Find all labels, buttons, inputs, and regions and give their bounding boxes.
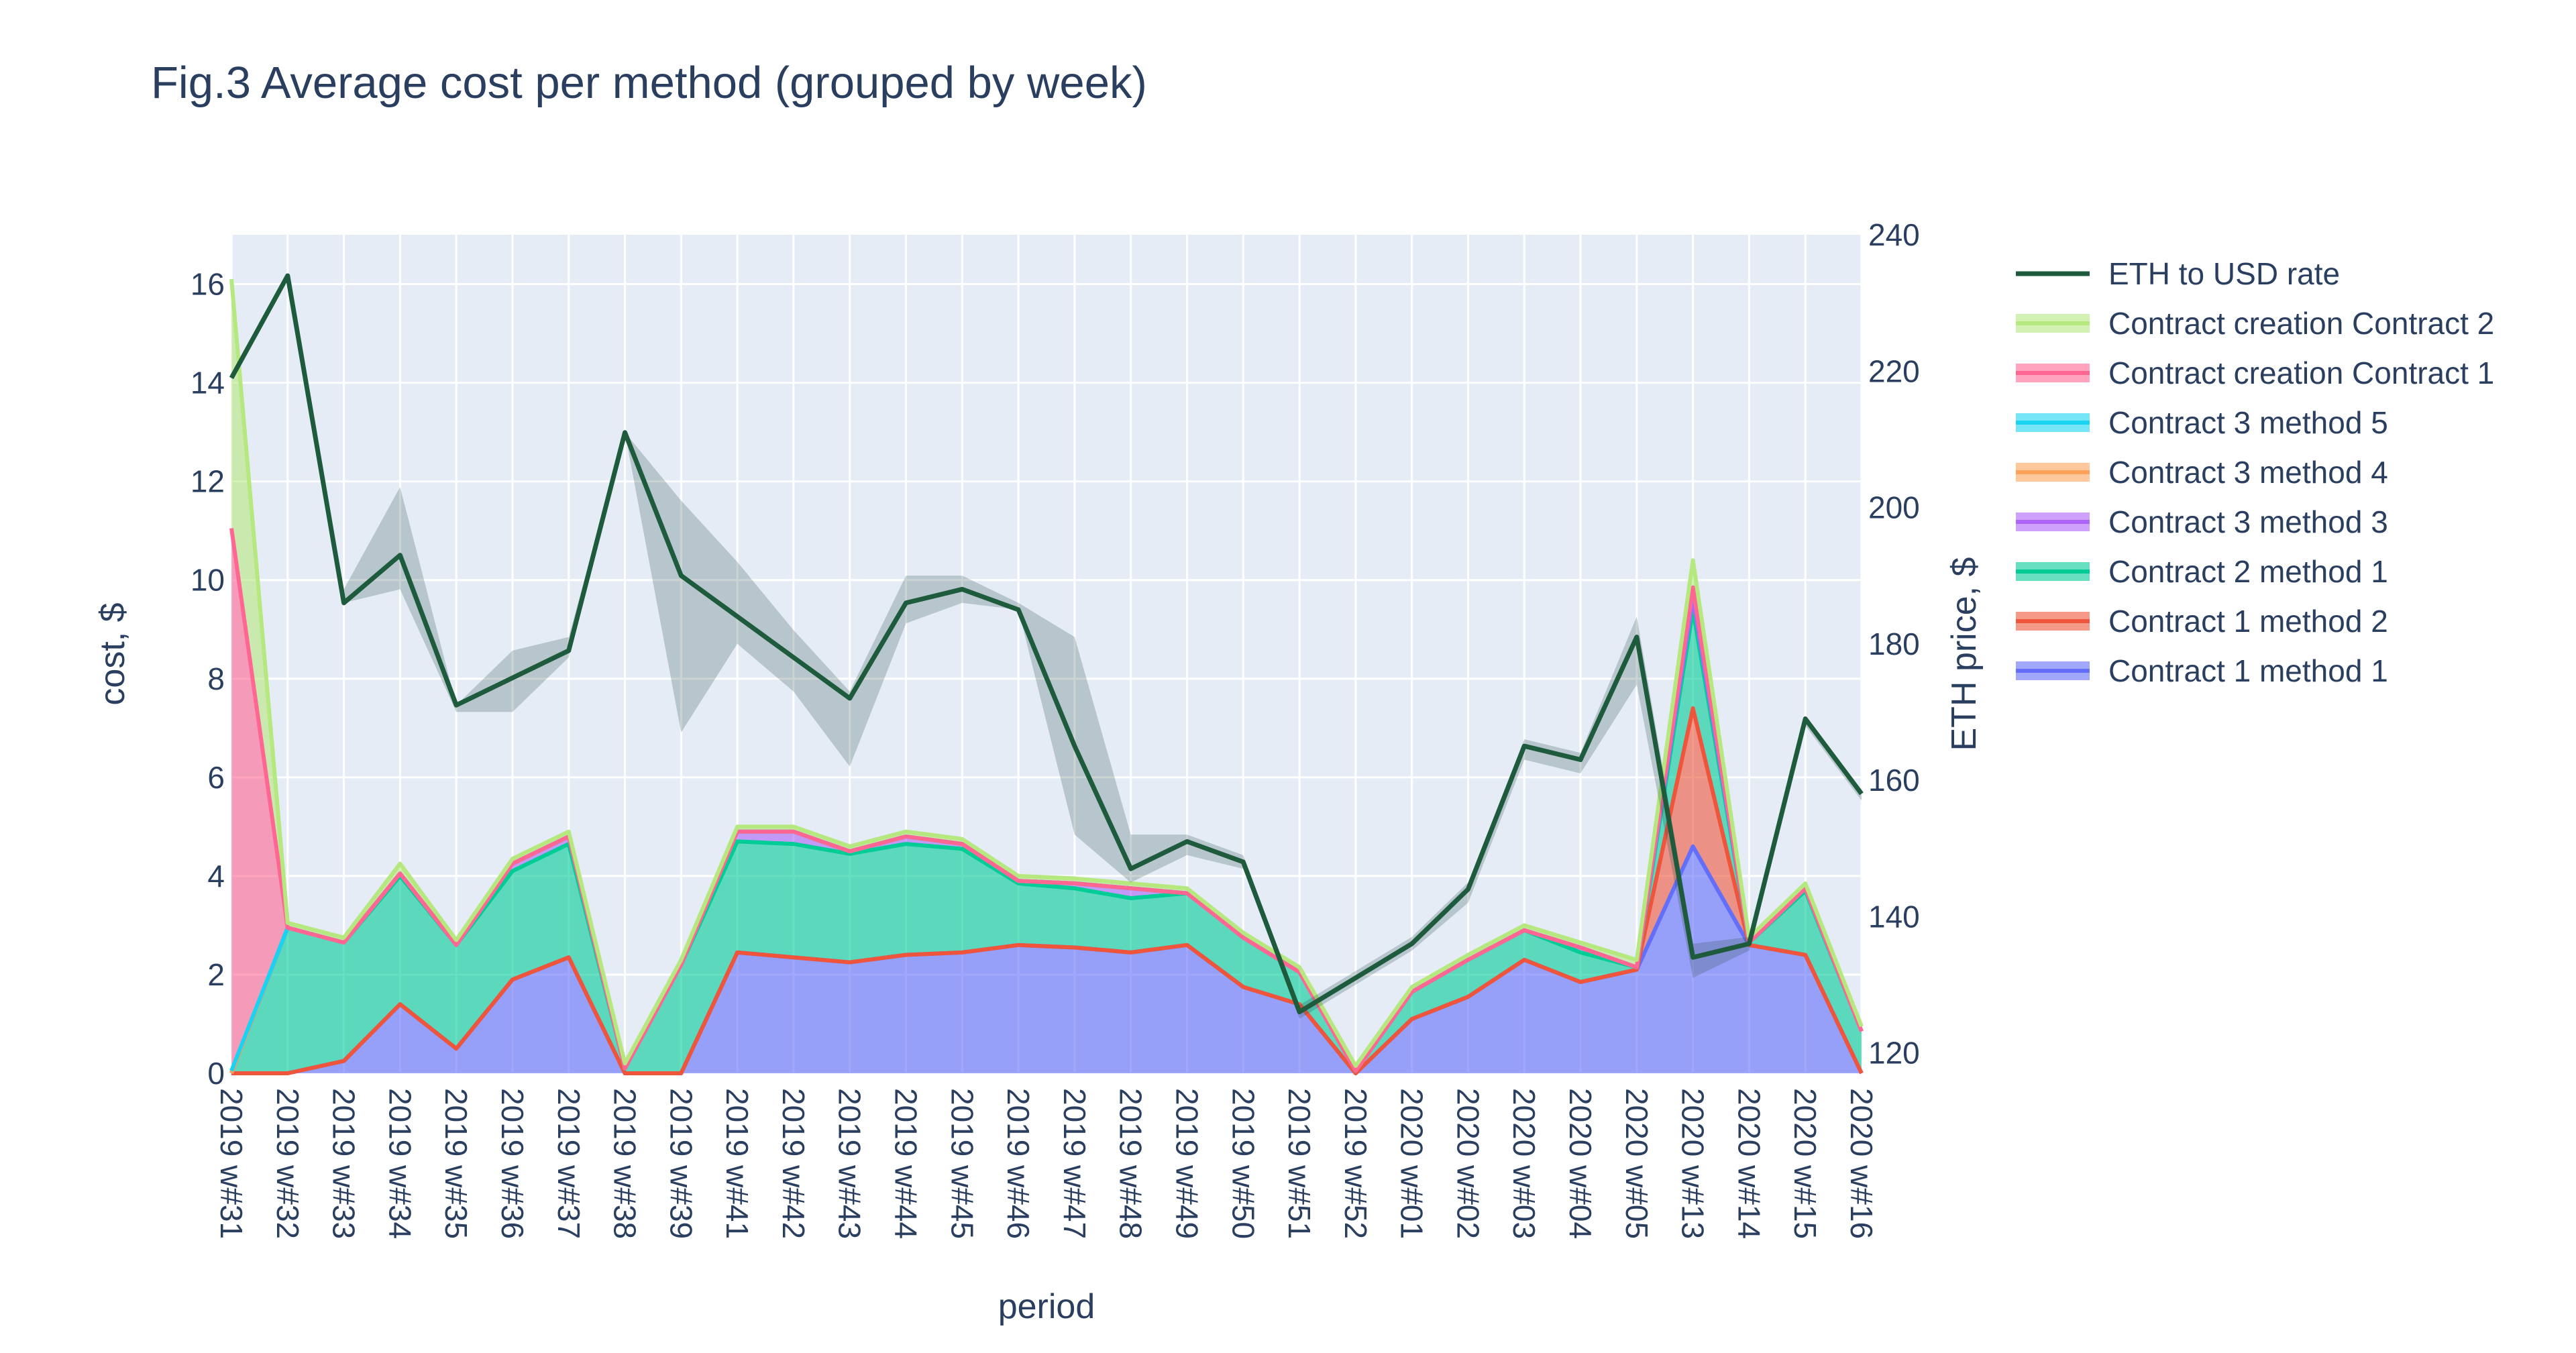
y-axis-ticks: 0 2 4 6 8 10 12 14 16 (191, 267, 225, 1091)
eth-usd-line (229, 273, 1864, 1015)
x-tick-label: 2019 w#45 (945, 1088, 979, 1239)
y-tick-label: 16 (191, 267, 225, 302)
x-tick-label: 2019 w#50 (1226, 1088, 1260, 1239)
y2-tick-label: 120 (1868, 1036, 1920, 1071)
area-contract-1-method-1 (231, 846, 1862, 1073)
x-tick-label: 2020 w#01 (1395, 1088, 1430, 1239)
x-tick-label: 2019 w#32 (270, 1088, 305, 1239)
x-tick-label: 2020 w#05 (1619, 1088, 1654, 1239)
edge-contract-creation-contract-1 (229, 528, 1864, 1073)
area-contract-2-method-1 (231, 609, 1862, 1073)
legend-label: Contract 3 method 5 (2108, 405, 2388, 440)
x-tick-label: 2019 w#41 (720, 1088, 755, 1239)
edge-contract-creation-contract-2 (229, 278, 1864, 1068)
x-tick-label: 2019 w#51 (1282, 1088, 1317, 1239)
x-tick-label: 2019 w#44 (889, 1088, 924, 1239)
x-tick-label: 2020 w#16 (1844, 1088, 1879, 1239)
stacked-areas (229, 278, 1864, 1075)
legend-label: ETH to USD rate (2108, 256, 2340, 291)
legend-label: Contract 3 method 4 (2108, 455, 2388, 490)
x-tick-label: 2019 w#36 (495, 1088, 530, 1239)
y2-tick-label: 180 (1868, 627, 1920, 661)
chart-title: Fig.3 Average cost per method (grouped b… (151, 58, 1147, 108)
legend: ETH to USD rate Contract creation Contrac… (2016, 256, 2494, 688)
eth-line-layer (229, 273, 1864, 1019)
x-tick-label: 2019 w#39 (663, 1088, 698, 1239)
y-tick-label: 12 (191, 464, 225, 499)
x-axis-label: period (998, 1287, 1095, 1326)
x-tick-label: 2019 w#46 (1001, 1088, 1036, 1239)
legend-label: Contract 1 method 1 (2108, 653, 2388, 688)
x-tick-label: 2020 w#04 (1563, 1088, 1598, 1239)
x-tick-label: 2020 w#03 (1507, 1088, 1542, 1239)
x-tick-label: 2020 w#13 (1676, 1088, 1711, 1239)
y2-axis-label: ETH price, $ (1945, 557, 1984, 751)
y-tick-label: 4 (207, 859, 225, 894)
x-tick-label: 2019 w#52 (1338, 1088, 1373, 1239)
y-tick-label: 2 (207, 957, 225, 992)
legend-label: Contract 1 method 2 (2108, 604, 2388, 639)
y-axis-label: cost, $ (93, 602, 132, 705)
y2-tick-label: 140 (1868, 899, 1920, 934)
x-tick-label: 2020 w#14 (1731, 1088, 1766, 1239)
x-tick-label: 2020 w#15 (1788, 1088, 1823, 1239)
x-tick-label: 2019 w#43 (833, 1088, 867, 1239)
x-tick-label: 2019 w#47 (1057, 1088, 1092, 1239)
y2-tick-label: 200 (1868, 490, 1920, 525)
legend-label: Contract 2 method 1 (2108, 554, 2388, 589)
legend-label: Contract creation Contract 2 (2108, 306, 2494, 341)
eth-price-band (231, 275, 1862, 1019)
x-tick-label: 2019 w#37 (551, 1088, 586, 1239)
x-tick-label: 2019 w#35 (439, 1088, 474, 1239)
x-tick-label: 2019 w#34 (382, 1088, 417, 1239)
x-tick-label: 2020 w#02 (1450, 1088, 1485, 1239)
y2-tick-label: 220 (1868, 354, 1920, 388)
legend-label: Contract creation Contract 1 (2108, 356, 2494, 390)
y2-tick-label: 160 (1868, 763, 1920, 798)
y-tick-label: 0 (207, 1056, 225, 1091)
x-tick-label: 2019 w#33 (327, 1088, 362, 1239)
x-tick-label: 2019 w#49 (1169, 1088, 1204, 1239)
y-tick-label: 14 (191, 366, 225, 400)
y-tick-label: 10 (191, 563, 225, 598)
y2-axis-ticks: 120 140 160 180 200 220 240 (1868, 217, 1920, 1071)
y2-tick-label: 240 (1868, 217, 1920, 252)
y-tick-label: 6 (207, 760, 225, 795)
x-tick-label: 2019 w#38 (608, 1088, 643, 1239)
x-tick-label: 2019 w#42 (776, 1088, 811, 1239)
legend-label: Contract 3 method 3 (2108, 504, 2388, 539)
area-contract-1-method-2 (231, 708, 1862, 1073)
y-tick-label: 8 (207, 661, 225, 696)
edge-contract-1-method-2 (231, 706, 1864, 1075)
edge-contract-2-method-1 (229, 607, 1864, 1075)
x-tick-label: 2019 w#31 (214, 1088, 249, 1239)
x-axis-ticks: 2019 w#31 2019 w#32 2019 w#33 2019 w#34 2019… (214, 1088, 1879, 1239)
x-tick-label: 2019 w#48 (1114, 1088, 1148, 1239)
